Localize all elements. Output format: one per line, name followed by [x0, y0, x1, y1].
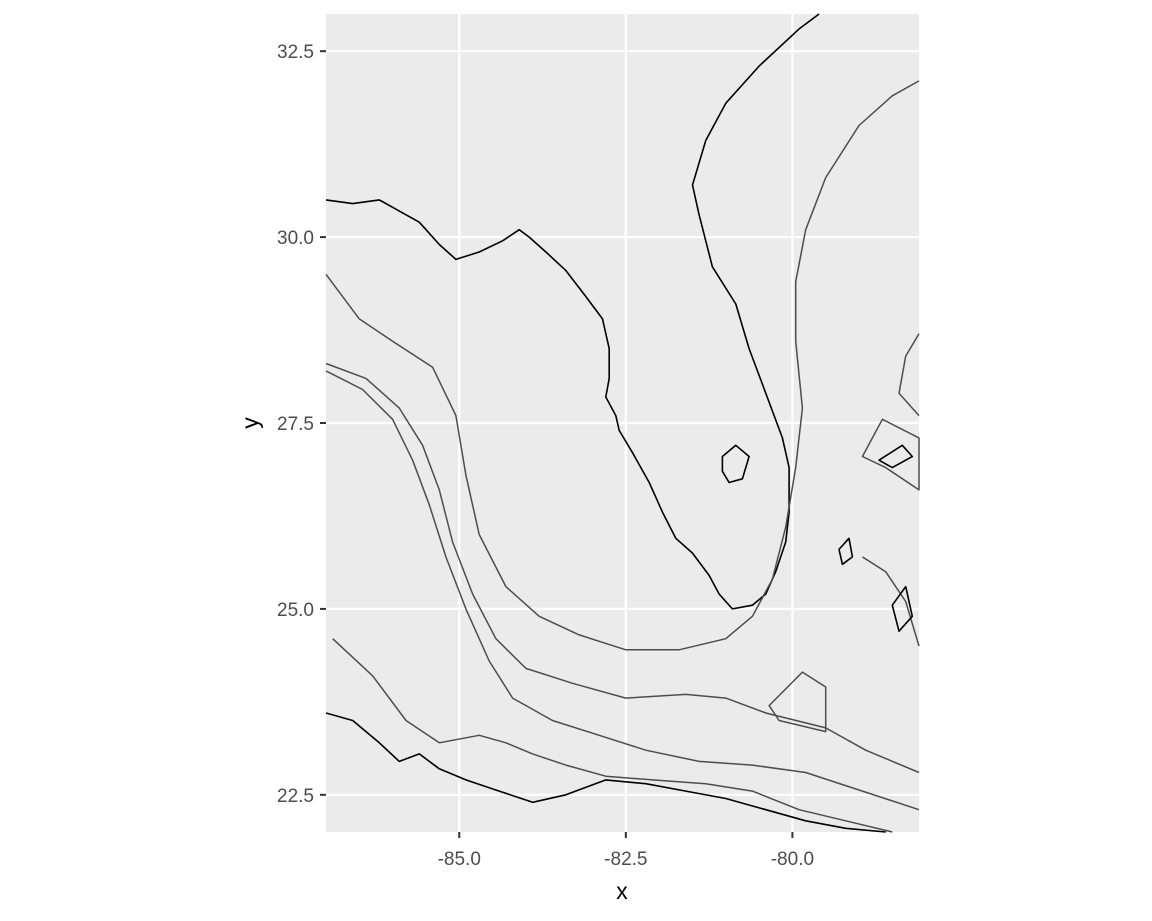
x-tick-label: -80.0 [771, 849, 814, 870]
andros-island [891, 585, 914, 633]
y-tick-label: 22.5 [277, 786, 314, 807]
x-tick-label: -85.0 [438, 849, 481, 870]
bimini-island [838, 537, 854, 566]
gulf-slope-contour [325, 362, 920, 774]
gridlines [326, 14, 919, 832]
bahamas-bank-contour-south [861, 556, 920, 647]
straits-contour [332, 638, 893, 833]
y-axis-title: y [237, 417, 263, 429]
cay-sal-bank [768, 671, 827, 733]
y-tick-label: 32.5 [277, 42, 314, 63]
x-axis-title: x [616, 878, 628, 904]
gulf-shelf-contour [325, 80, 920, 651]
cuba-coastline [325, 712, 886, 833]
gulf-deep-contour [325, 370, 920, 811]
axis-ticks: -85.0 -82.5 -80.0 22.5 25.0 27.5 30.0 32.5 [277, 42, 814, 870]
x-tick-label: -82.5 [604, 849, 647, 870]
bahamas-bank-contour [861, 418, 920, 491]
florida-coastline [325, 13, 820, 610]
map-features [325, 13, 920, 833]
y-tick-label: 27.5 [277, 414, 314, 435]
grand-bahama-island [878, 444, 914, 469]
east-shelf-contour [898, 333, 920, 417]
y-tick-label: 30.0 [277, 228, 314, 249]
lake-okeechobee [721, 444, 750, 484]
y-tick-label: 25.0 [277, 600, 314, 621]
